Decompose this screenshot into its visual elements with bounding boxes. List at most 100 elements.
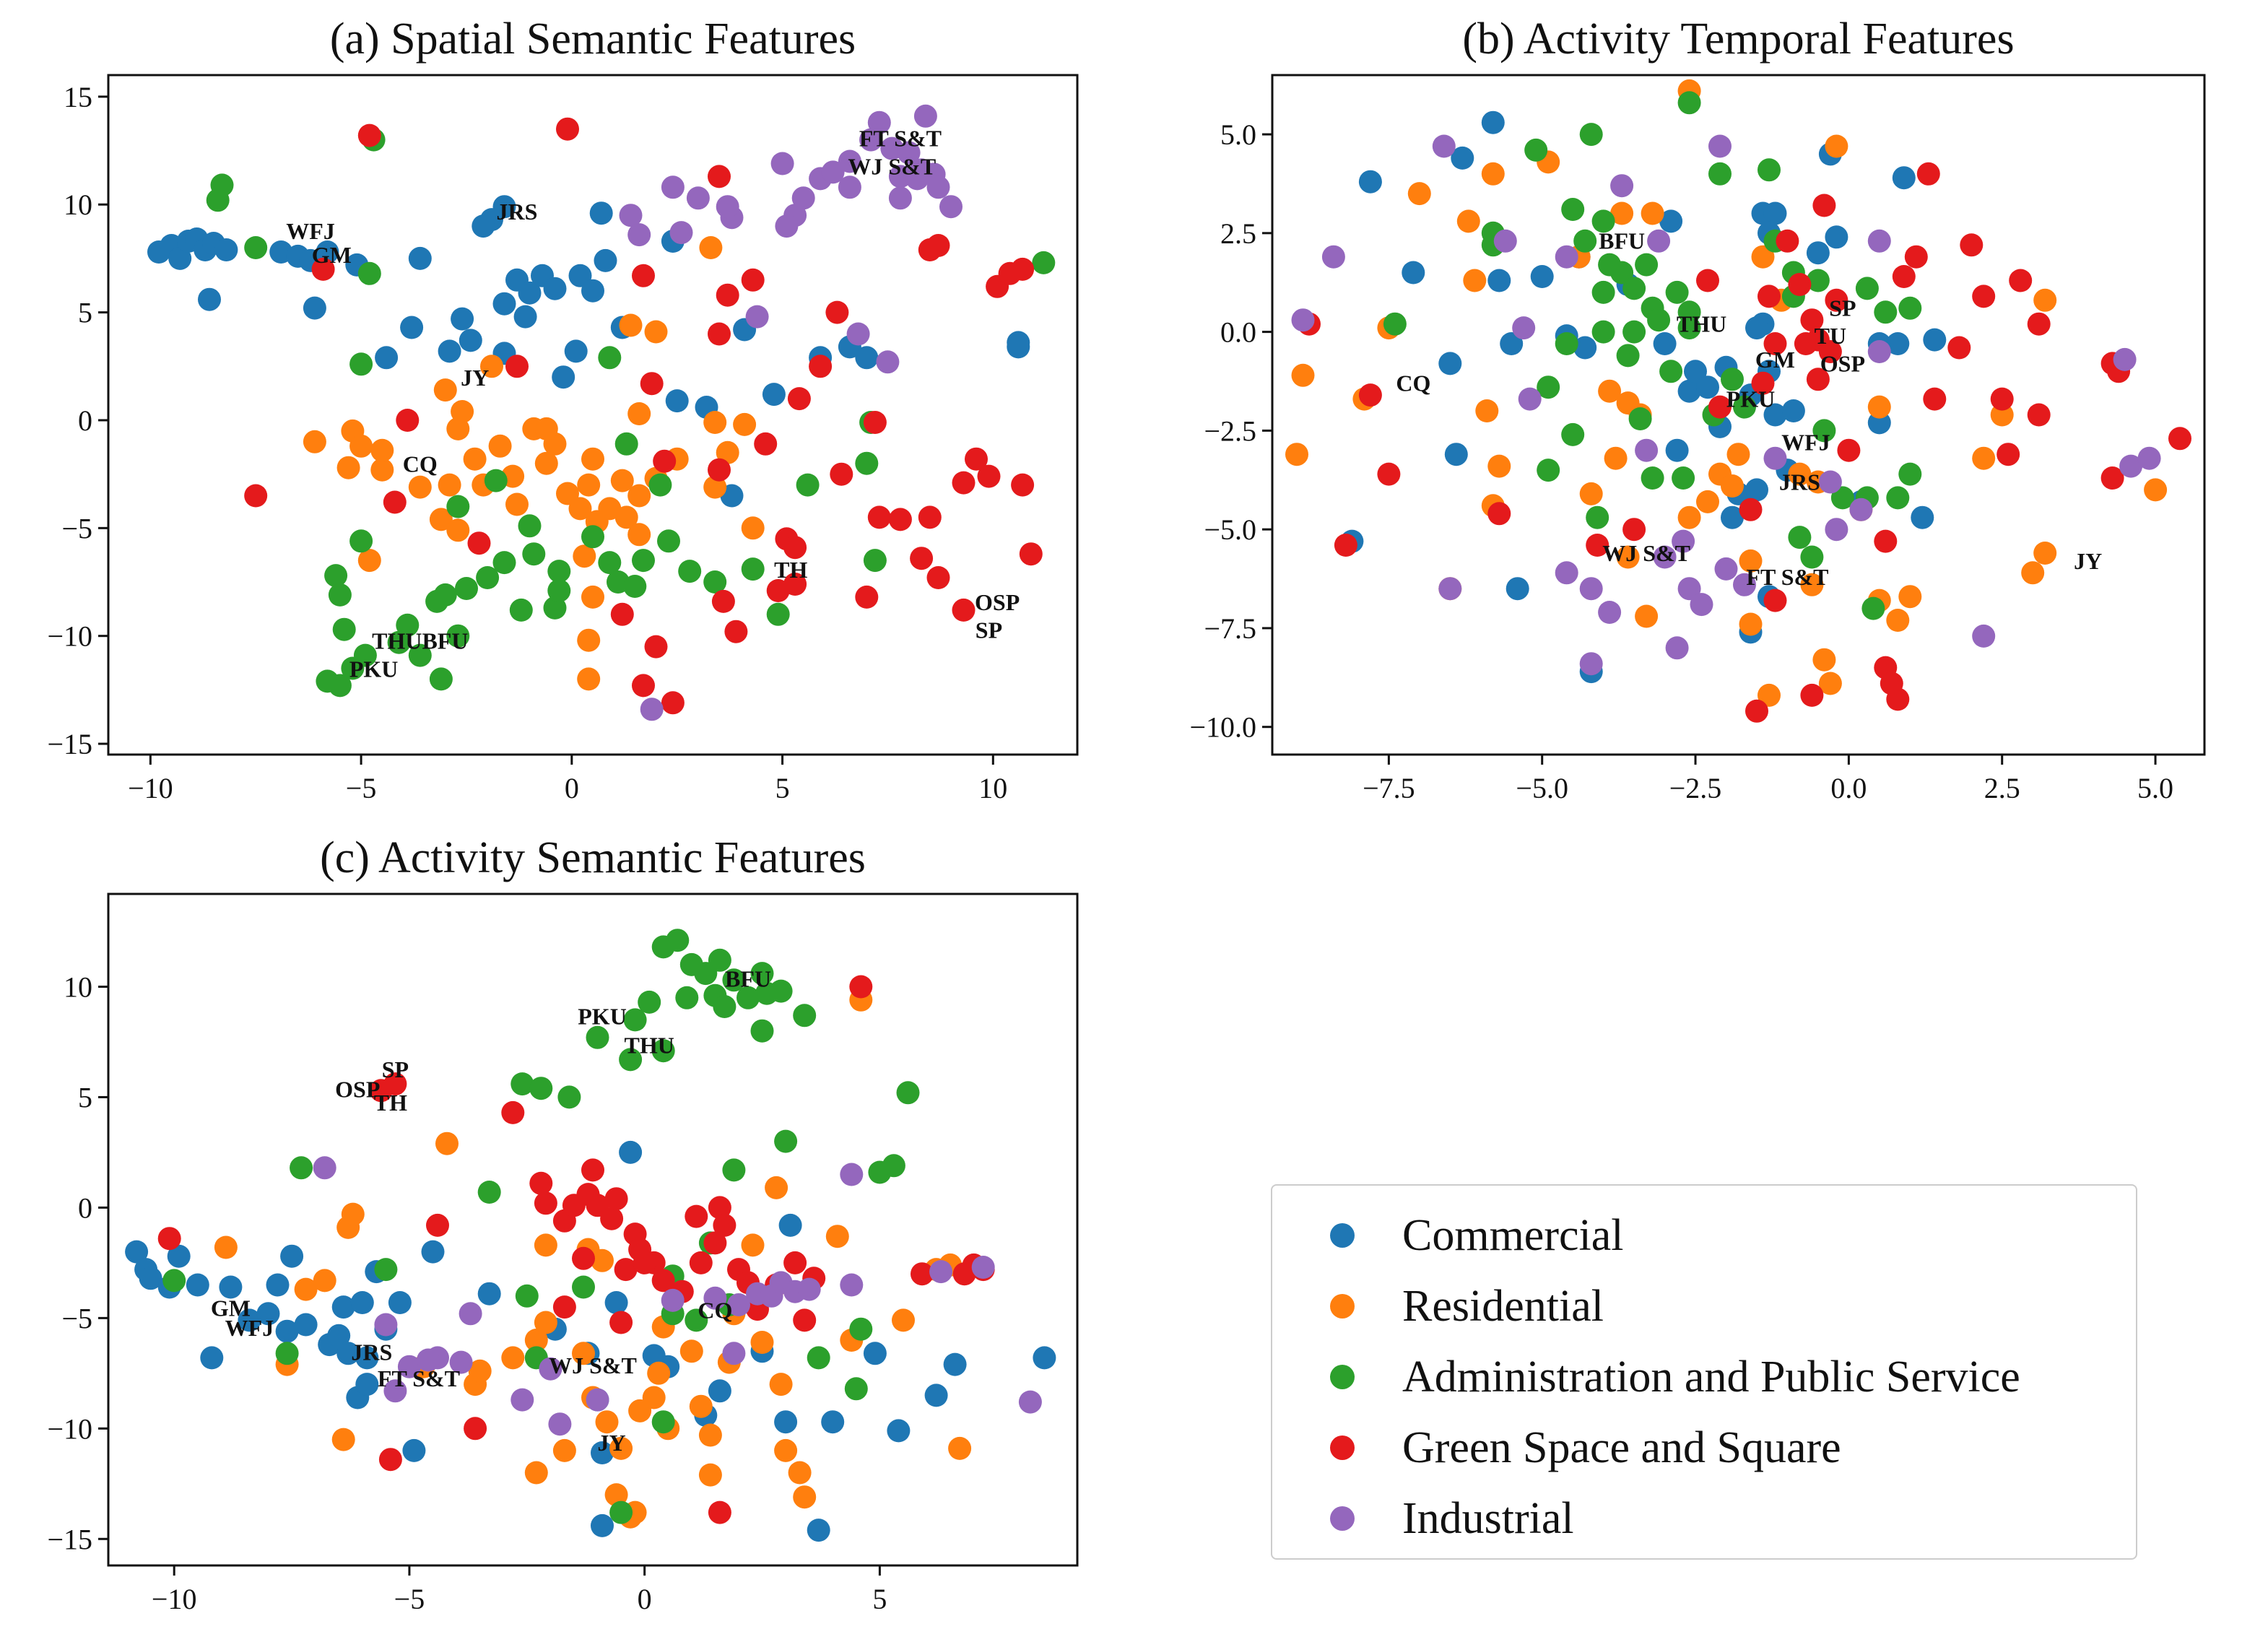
scatter-point-C xyxy=(355,1346,379,1370)
scatter-point-C xyxy=(219,1275,243,1299)
point-annotation: WJ S&T xyxy=(1602,540,1690,566)
scatter-point-G xyxy=(708,458,731,482)
scatter-point-G xyxy=(911,1262,934,1286)
scatter-point-C xyxy=(266,1273,290,1297)
scatter-point-A xyxy=(1665,280,1689,304)
scatter-point-G xyxy=(863,411,887,434)
scatter-point-G xyxy=(867,505,891,529)
scatter-point-C xyxy=(1806,241,1830,265)
scatter-point-A xyxy=(547,579,571,602)
panel-title: (b) Activity Temporal Features xyxy=(1462,14,2014,64)
scatter-point-I xyxy=(1555,245,1578,269)
scatter-point-C xyxy=(408,246,432,270)
scatter-point-C xyxy=(1781,399,1805,422)
scatter-point-G xyxy=(633,1251,656,1274)
scatter-point-G xyxy=(378,1448,402,1472)
scatter-point-G xyxy=(685,1204,708,1228)
scatter-point-I xyxy=(1635,438,1659,462)
scatter-point-I xyxy=(821,160,845,184)
scatter-point-G xyxy=(1763,588,1787,612)
scatter-point-G xyxy=(464,1417,487,1441)
scatter-point-C xyxy=(451,307,474,331)
scatter-point-A xyxy=(1032,251,1056,274)
scatter-point-G xyxy=(244,484,268,508)
point-annotation: PKU xyxy=(578,1003,627,1029)
scatter-point-G xyxy=(830,462,853,486)
scatter-point-A xyxy=(1812,419,1836,443)
scatter-point-C xyxy=(459,329,482,352)
scatter-point-C xyxy=(591,1513,614,1537)
scatter-points xyxy=(1285,79,2191,723)
point-annotation: FT S&T xyxy=(1746,564,1828,590)
legend-label-residential: Residential xyxy=(1402,1281,1604,1331)
axes-frame xyxy=(107,74,1079,756)
scatter-point-R xyxy=(1463,269,1487,292)
legend-label-industrial: Industrial xyxy=(1402,1493,1574,1543)
scatter-point-A xyxy=(1800,545,1824,569)
scatter-point-I xyxy=(1321,245,1345,269)
scatter-point-R xyxy=(733,412,757,436)
scatter-point-C xyxy=(1923,328,1947,352)
scatter-point-R xyxy=(591,1248,614,1272)
scatter-point-A xyxy=(1591,280,1615,304)
scatter-point-I xyxy=(859,128,883,152)
scatter-point-C xyxy=(1677,379,1701,403)
scatter-point-A xyxy=(598,346,622,370)
legend-marker-residential xyxy=(1330,1294,1355,1319)
scatter-point-C xyxy=(821,1410,845,1434)
legend-label-administration: Administration and Public Service xyxy=(1402,1352,2020,1402)
scatter-point-A xyxy=(1622,320,1646,344)
scatter-point-R xyxy=(699,236,723,259)
scatter-point-C xyxy=(477,1282,501,1306)
scatter-point-A xyxy=(429,667,453,691)
scatter-point-I xyxy=(840,1273,864,1297)
scatter-point-C xyxy=(438,339,461,363)
scatter-point-R xyxy=(1812,648,1836,672)
scatter-point-C xyxy=(294,1313,318,1337)
scatter-point-C xyxy=(604,1291,628,1314)
scatter-point-I xyxy=(888,165,912,188)
scatter-point-R xyxy=(1726,443,1750,466)
scatter-point-G xyxy=(1708,395,1732,419)
scatter-point-R xyxy=(214,1235,238,1259)
scatter-point-G xyxy=(1019,542,1043,566)
scatter-point-G xyxy=(952,471,976,495)
scatter-point-C xyxy=(1506,577,1529,601)
scatter-point-A xyxy=(1721,368,1744,391)
scatter-point-A xyxy=(1524,138,1548,162)
scatter-point-R xyxy=(698,1463,722,1487)
scatter-point-I xyxy=(1598,601,1622,624)
scatter-point-G xyxy=(1696,269,1719,292)
scatter-point-G xyxy=(426,1213,449,1237)
scatter-point-R xyxy=(451,400,474,423)
scatter-point-C xyxy=(1721,505,1744,529)
scatter-points xyxy=(147,104,1056,721)
scatter-point-A xyxy=(882,1154,905,1178)
scatter-point-I xyxy=(1690,593,1713,617)
scatter-point-G xyxy=(809,355,833,378)
scatter-point-G xyxy=(1818,340,1842,363)
scatter-point-I xyxy=(838,175,861,199)
scatter-point-I xyxy=(929,1260,953,1284)
scatter-point-G xyxy=(1334,534,1357,557)
scatter-point-I xyxy=(1733,573,1756,596)
scatter-point-R xyxy=(313,1269,336,1293)
scatter-point-C xyxy=(762,383,786,407)
scatter-point-A xyxy=(666,929,690,952)
scatter-point-R xyxy=(336,456,360,479)
scatter-point-R xyxy=(435,1131,459,1155)
scatter-point-R xyxy=(1598,379,1622,403)
scatter-point-R xyxy=(679,1339,703,1363)
scatter-point-G xyxy=(783,536,807,560)
scatter-point-G xyxy=(708,322,731,346)
scatter-point-A xyxy=(1708,162,1732,186)
legend-label-commercial: Commercial xyxy=(1402,1210,1624,1260)
scatter-point-R xyxy=(750,1331,774,1354)
scatter-point-R xyxy=(614,505,638,529)
scatter-point-A xyxy=(769,979,793,1003)
scatter-point-C xyxy=(388,1291,412,1314)
scatter-point-C xyxy=(943,1352,967,1376)
scatter-point-G xyxy=(1800,308,1824,332)
scatter-point-C xyxy=(1530,265,1554,288)
scatter-point-A xyxy=(1830,486,1854,510)
